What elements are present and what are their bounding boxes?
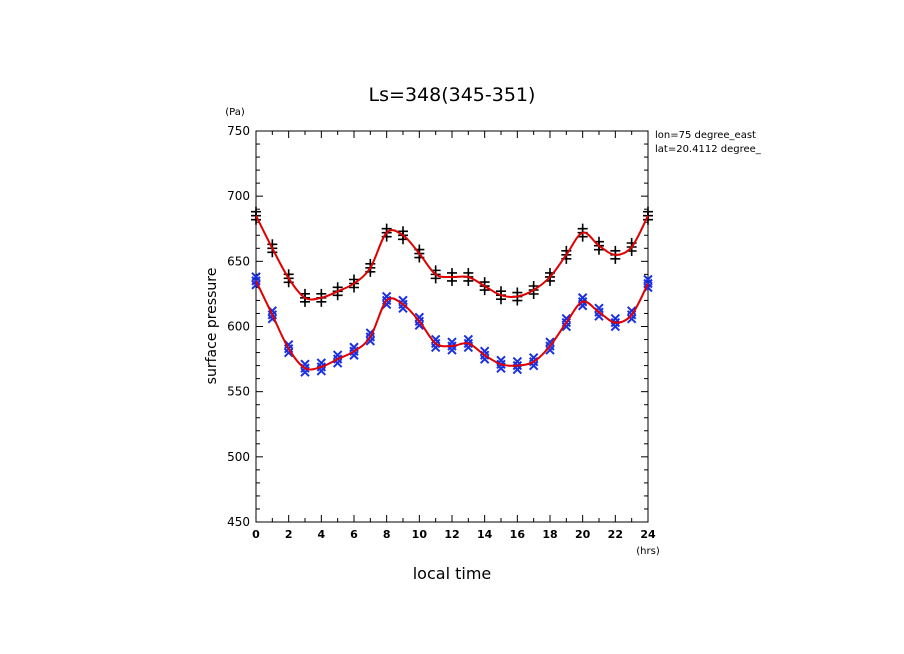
series-1-markers — [251, 206, 653, 307]
x-tick-label: 12 — [444, 528, 459, 541]
data-point-x — [365, 336, 376, 346]
series-2-markers — [251, 272, 653, 377]
data-point-x — [610, 321, 621, 332]
data-point-x — [626, 314, 637, 324]
x-tick-label: 16 — [510, 528, 526, 541]
x-tick-label: 18 — [542, 528, 557, 541]
data-point-x — [512, 364, 523, 375]
x-tick-label: 6 — [350, 528, 358, 541]
data-point-x — [381, 299, 392, 310]
y-axis-label: surface pressure — [204, 268, 220, 385]
series-1-fit-line — [255, 215, 649, 301]
series-2-fit-line — [255, 280, 649, 371]
data-point-x — [561, 321, 572, 332]
y-tick-label: 450 — [227, 515, 250, 529]
x-tick-label: 14 — [477, 528, 493, 541]
x-axis-unit: (hrs) — [636, 546, 660, 557]
data-point-x — [414, 320, 425, 330]
data-point-x — [447, 345, 457, 355]
data-point-x — [545, 345, 555, 355]
y-tick-label: 550 — [227, 385, 250, 399]
x-axis-label: local time — [413, 564, 492, 583]
x-tick-label: 20 — [575, 528, 591, 541]
x-tick-label: 22 — [608, 528, 623, 541]
annotation-lat: lat=20.4112 degree_ — [655, 144, 762, 155]
x-tick-label: 24 — [640, 528, 656, 541]
y-tick-label: 750 — [227, 124, 250, 138]
plot-frame — [255, 130, 649, 523]
plot-area — [251, 206, 653, 377]
data-point-x — [283, 347, 294, 358]
x-tick-label: 10 — [412, 528, 428, 541]
y-tick-label: 600 — [227, 320, 250, 334]
y-axis-unit: (Pa) — [225, 107, 245, 118]
x-tick-label: 2 — [285, 528, 293, 541]
y-tick-label: 500 — [227, 450, 250, 464]
axes: 0 2 4 6 8 10 12 14 16 18 20 22 244505005506006507007… — [227, 124, 656, 541]
x-tick-label: 0 — [252, 528, 260, 541]
y-tick-label: 650 — [227, 254, 250, 268]
annotation-lon: lon=75 degree_east — [655, 130, 756, 141]
y-tick-label: 700 — [227, 189, 250, 203]
chart-title: Ls=348(345-351) — [369, 84, 536, 106]
x-tick-label: 4 — [318, 528, 326, 541]
x-tick-label: 8 — [383, 528, 391, 541]
